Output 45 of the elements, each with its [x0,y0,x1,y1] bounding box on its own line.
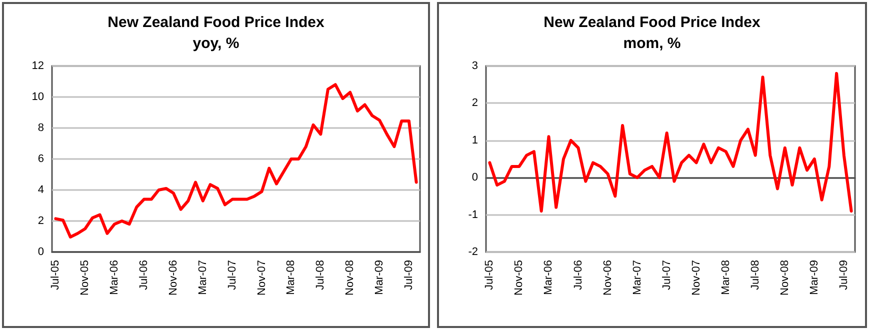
x-tick-label: Jul-09 [838,260,850,290]
line-series [54,83,418,238]
x-tick-label: Nov-08 [778,260,791,296]
y-tick-label: 4 [38,184,44,196]
x-tick-label: Mar-07 [631,260,644,295]
y-tick-label: 0 [38,246,44,258]
y-tick-label: 1 [472,134,478,146]
y-tick-label: 8 [38,122,44,134]
x-tick-label: Jul-07 [226,260,238,290]
x-tick-label: Jul-08 [749,260,762,290]
y-tick-label: 2 [472,97,478,110]
x-tick-label: Mar-07 [196,260,209,295]
x-tick-label: Jul-09 [402,260,415,290]
y-tick-label: 2 [38,215,44,227]
x-tick-label: Mar-06 [542,260,555,295]
x-tick-label: Nov-06 [602,260,614,296]
chart-subtitle: mom, % [623,35,681,52]
x-tick-label: Mar-09 [808,260,820,295]
line-series [488,72,853,213]
x-tick-label: Nov-05 [79,260,92,296]
chart-subtitle: yoy, % [192,35,240,52]
x-tick-label: Nov-07 [256,260,268,296]
y-tick-label: 6 [38,153,44,165]
x-tick-label: Jul-06 [572,260,584,290]
x-tick-label: Mar-06 [108,260,121,295]
x-tick-label: Jul-05 [50,260,62,290]
y-tick-label: 10 [32,91,44,103]
chart-title: New Zealand Food Price Index [544,14,762,31]
y-tick-label: 3 [472,60,478,72]
x-tick-label: Jul-05 [484,260,496,290]
y-tick-label: -1 [468,208,478,221]
y-tick-label: 12 [32,60,44,72]
x-tick-label: Mar-08 [285,260,298,295]
y-tick-label: 0 [472,172,478,184]
x-tick-label: Nov-07 [690,260,702,296]
x-tick-label: Mar-09 [374,260,386,295]
x-tick-label: Jul-07 [660,260,673,290]
chart-title: New Zealand Food Price Index [108,14,326,31]
x-tick-label: Nov-08 [344,260,356,296]
x-tick-label: Nov-05 [513,260,526,296]
x-tick-label: Jul-06 [138,260,150,290]
x-tick-label: Jul-08 [314,260,327,290]
x-tick-label: Mar-08 [720,260,732,295]
y-tick-label: -2 [468,246,478,258]
x-tick-label: Nov-06 [167,260,180,296]
